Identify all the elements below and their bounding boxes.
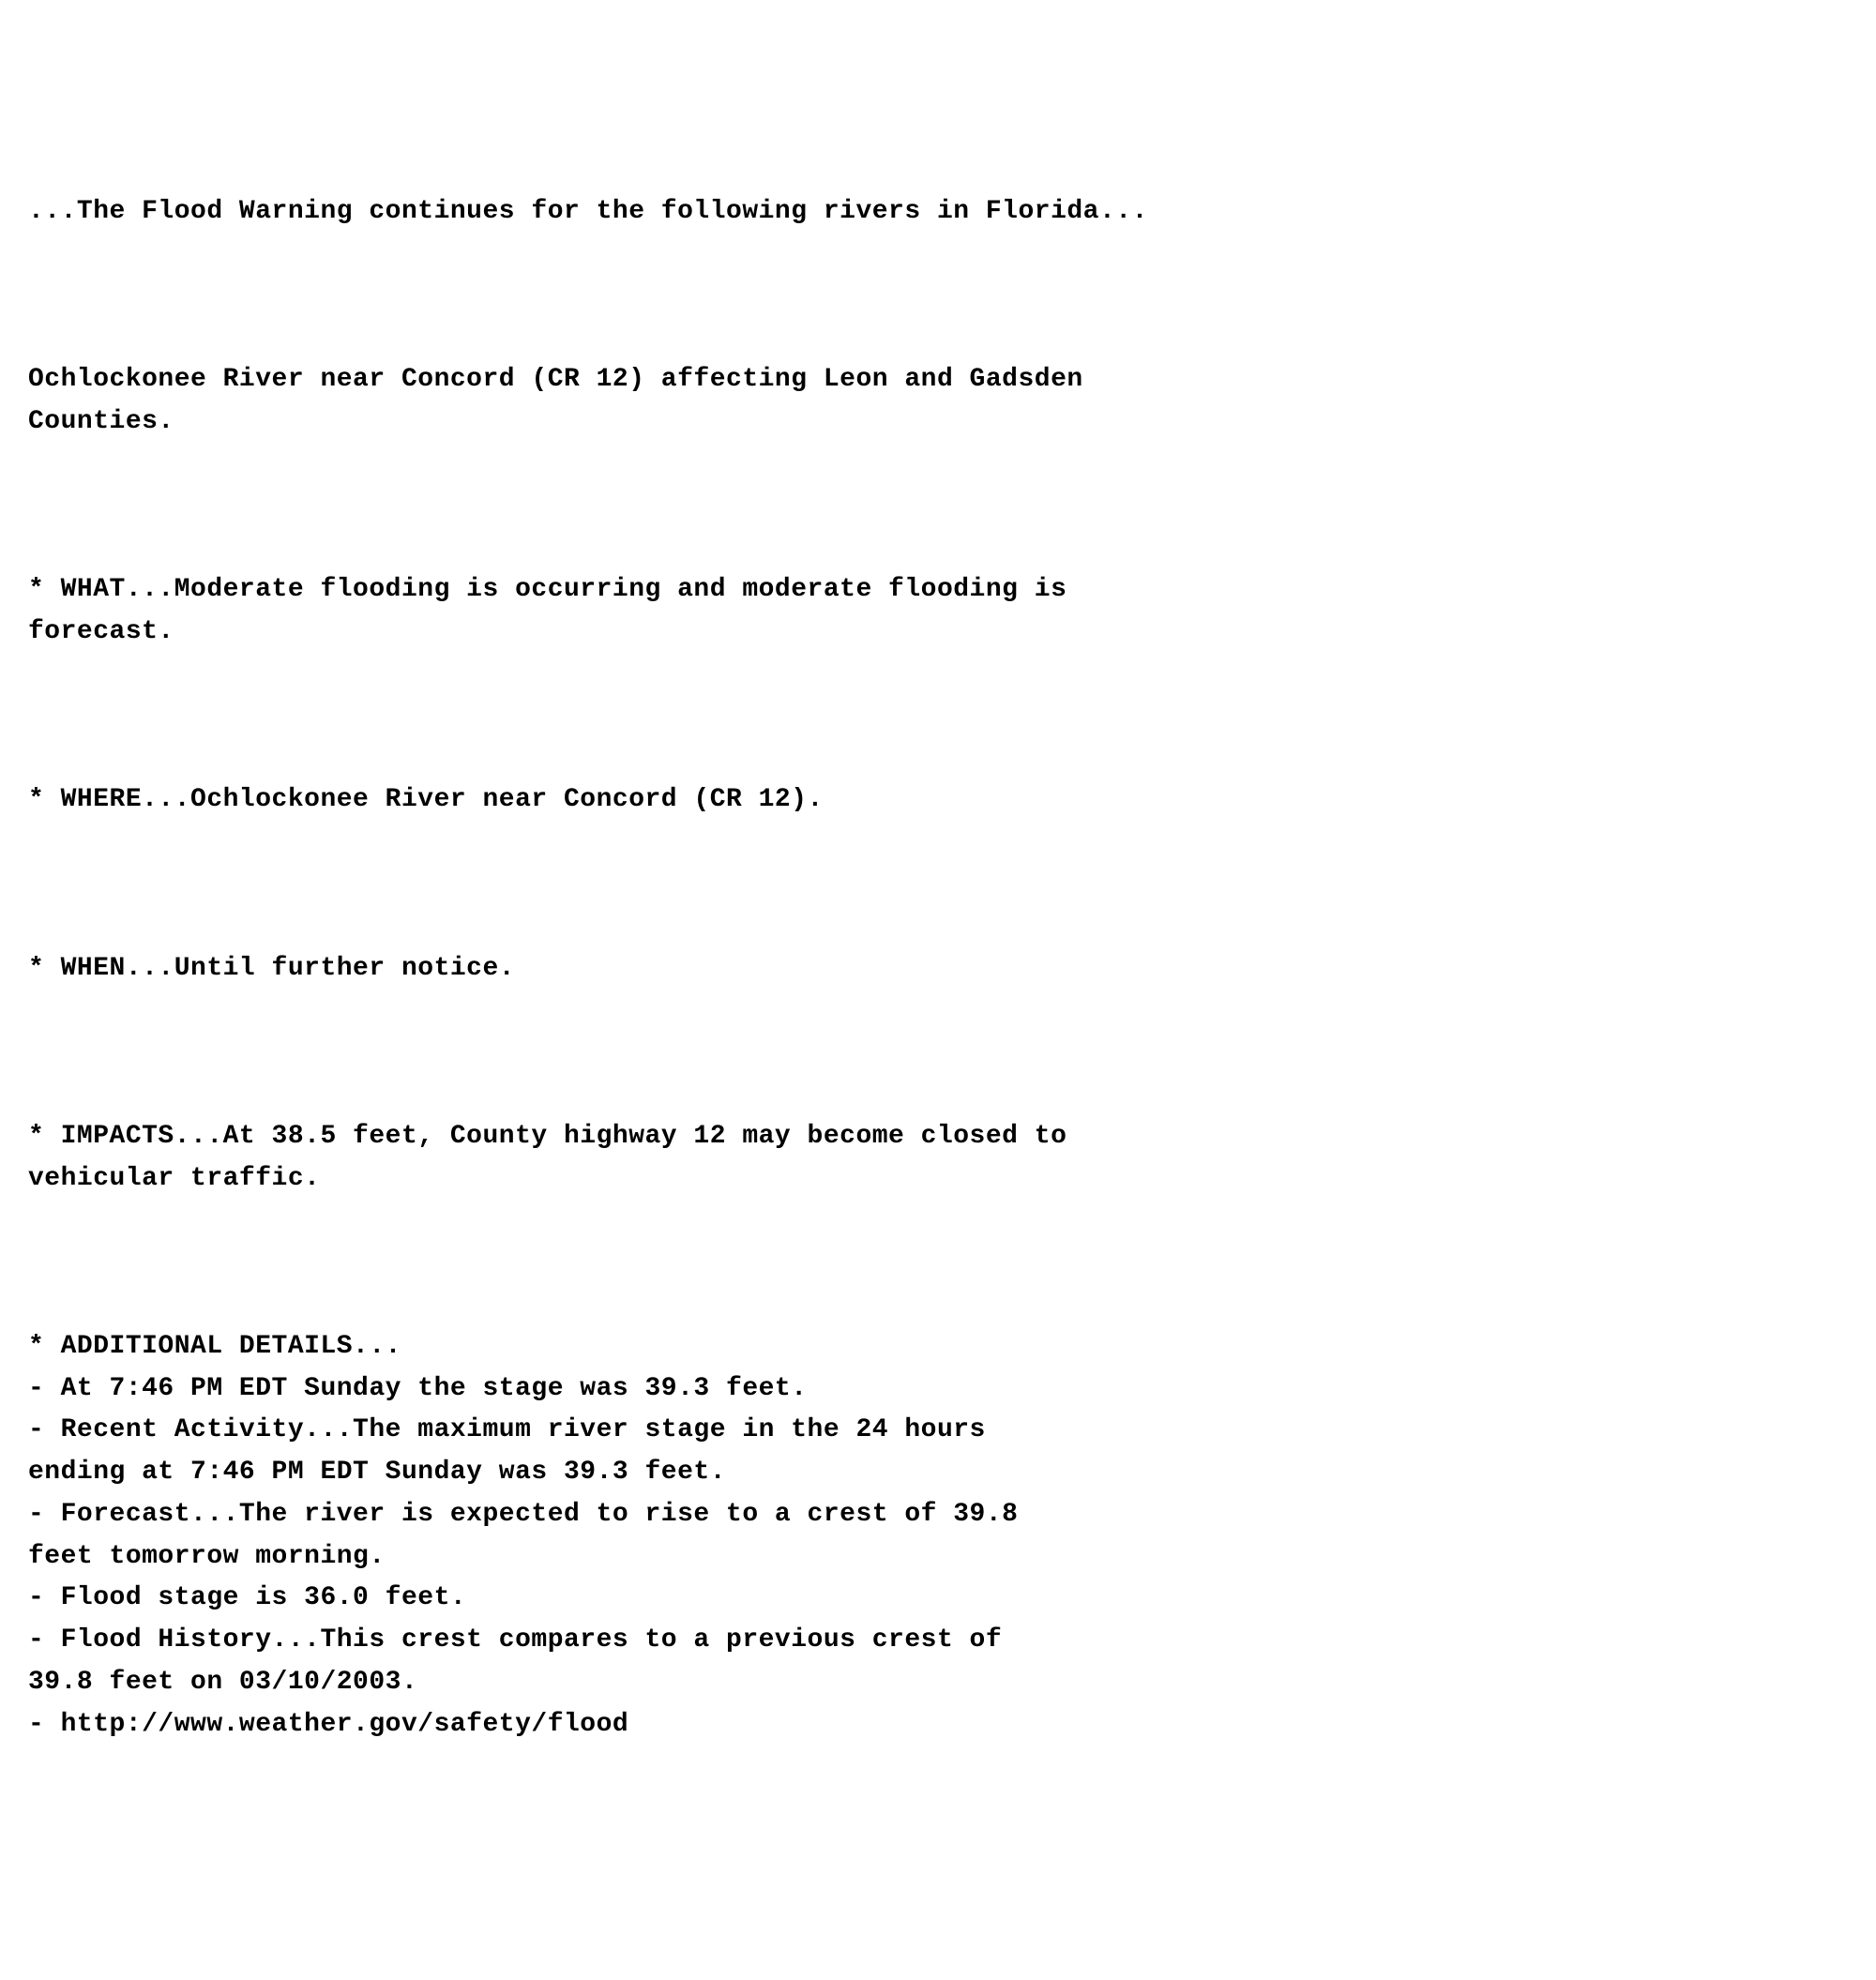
bulletin-location: Ochlockonee River near Concord (CR 12) a… [28, 359, 1848, 444]
blank-line [28, 486, 1848, 528]
blank-line [28, 696, 1848, 738]
bulletin-where: * WHERE...Ochlockonee River near Concord… [28, 779, 1848, 822]
bulletin-when: * WHEN...Until further notice. [28, 948, 1848, 990]
blank-line [28, 1032, 1848, 1074]
bulletin-impacts: * IMPACTS...At 38.5 feet, County highway… [28, 1116, 1848, 1201]
bulletin-what: * WHAT...Moderate flooding is occurring … [28, 569, 1848, 654]
blank-line [28, 864, 1848, 906]
blank-line [28, 276, 1848, 318]
bulletin-additional: * ADDITIONAL DETAILS... - At 7:46 PM EDT… [28, 1326, 1848, 1746]
bulletin-header: ...The Flood Warning continues for the f… [28, 191, 1848, 234]
blank-line [28, 1242, 1848, 1284]
